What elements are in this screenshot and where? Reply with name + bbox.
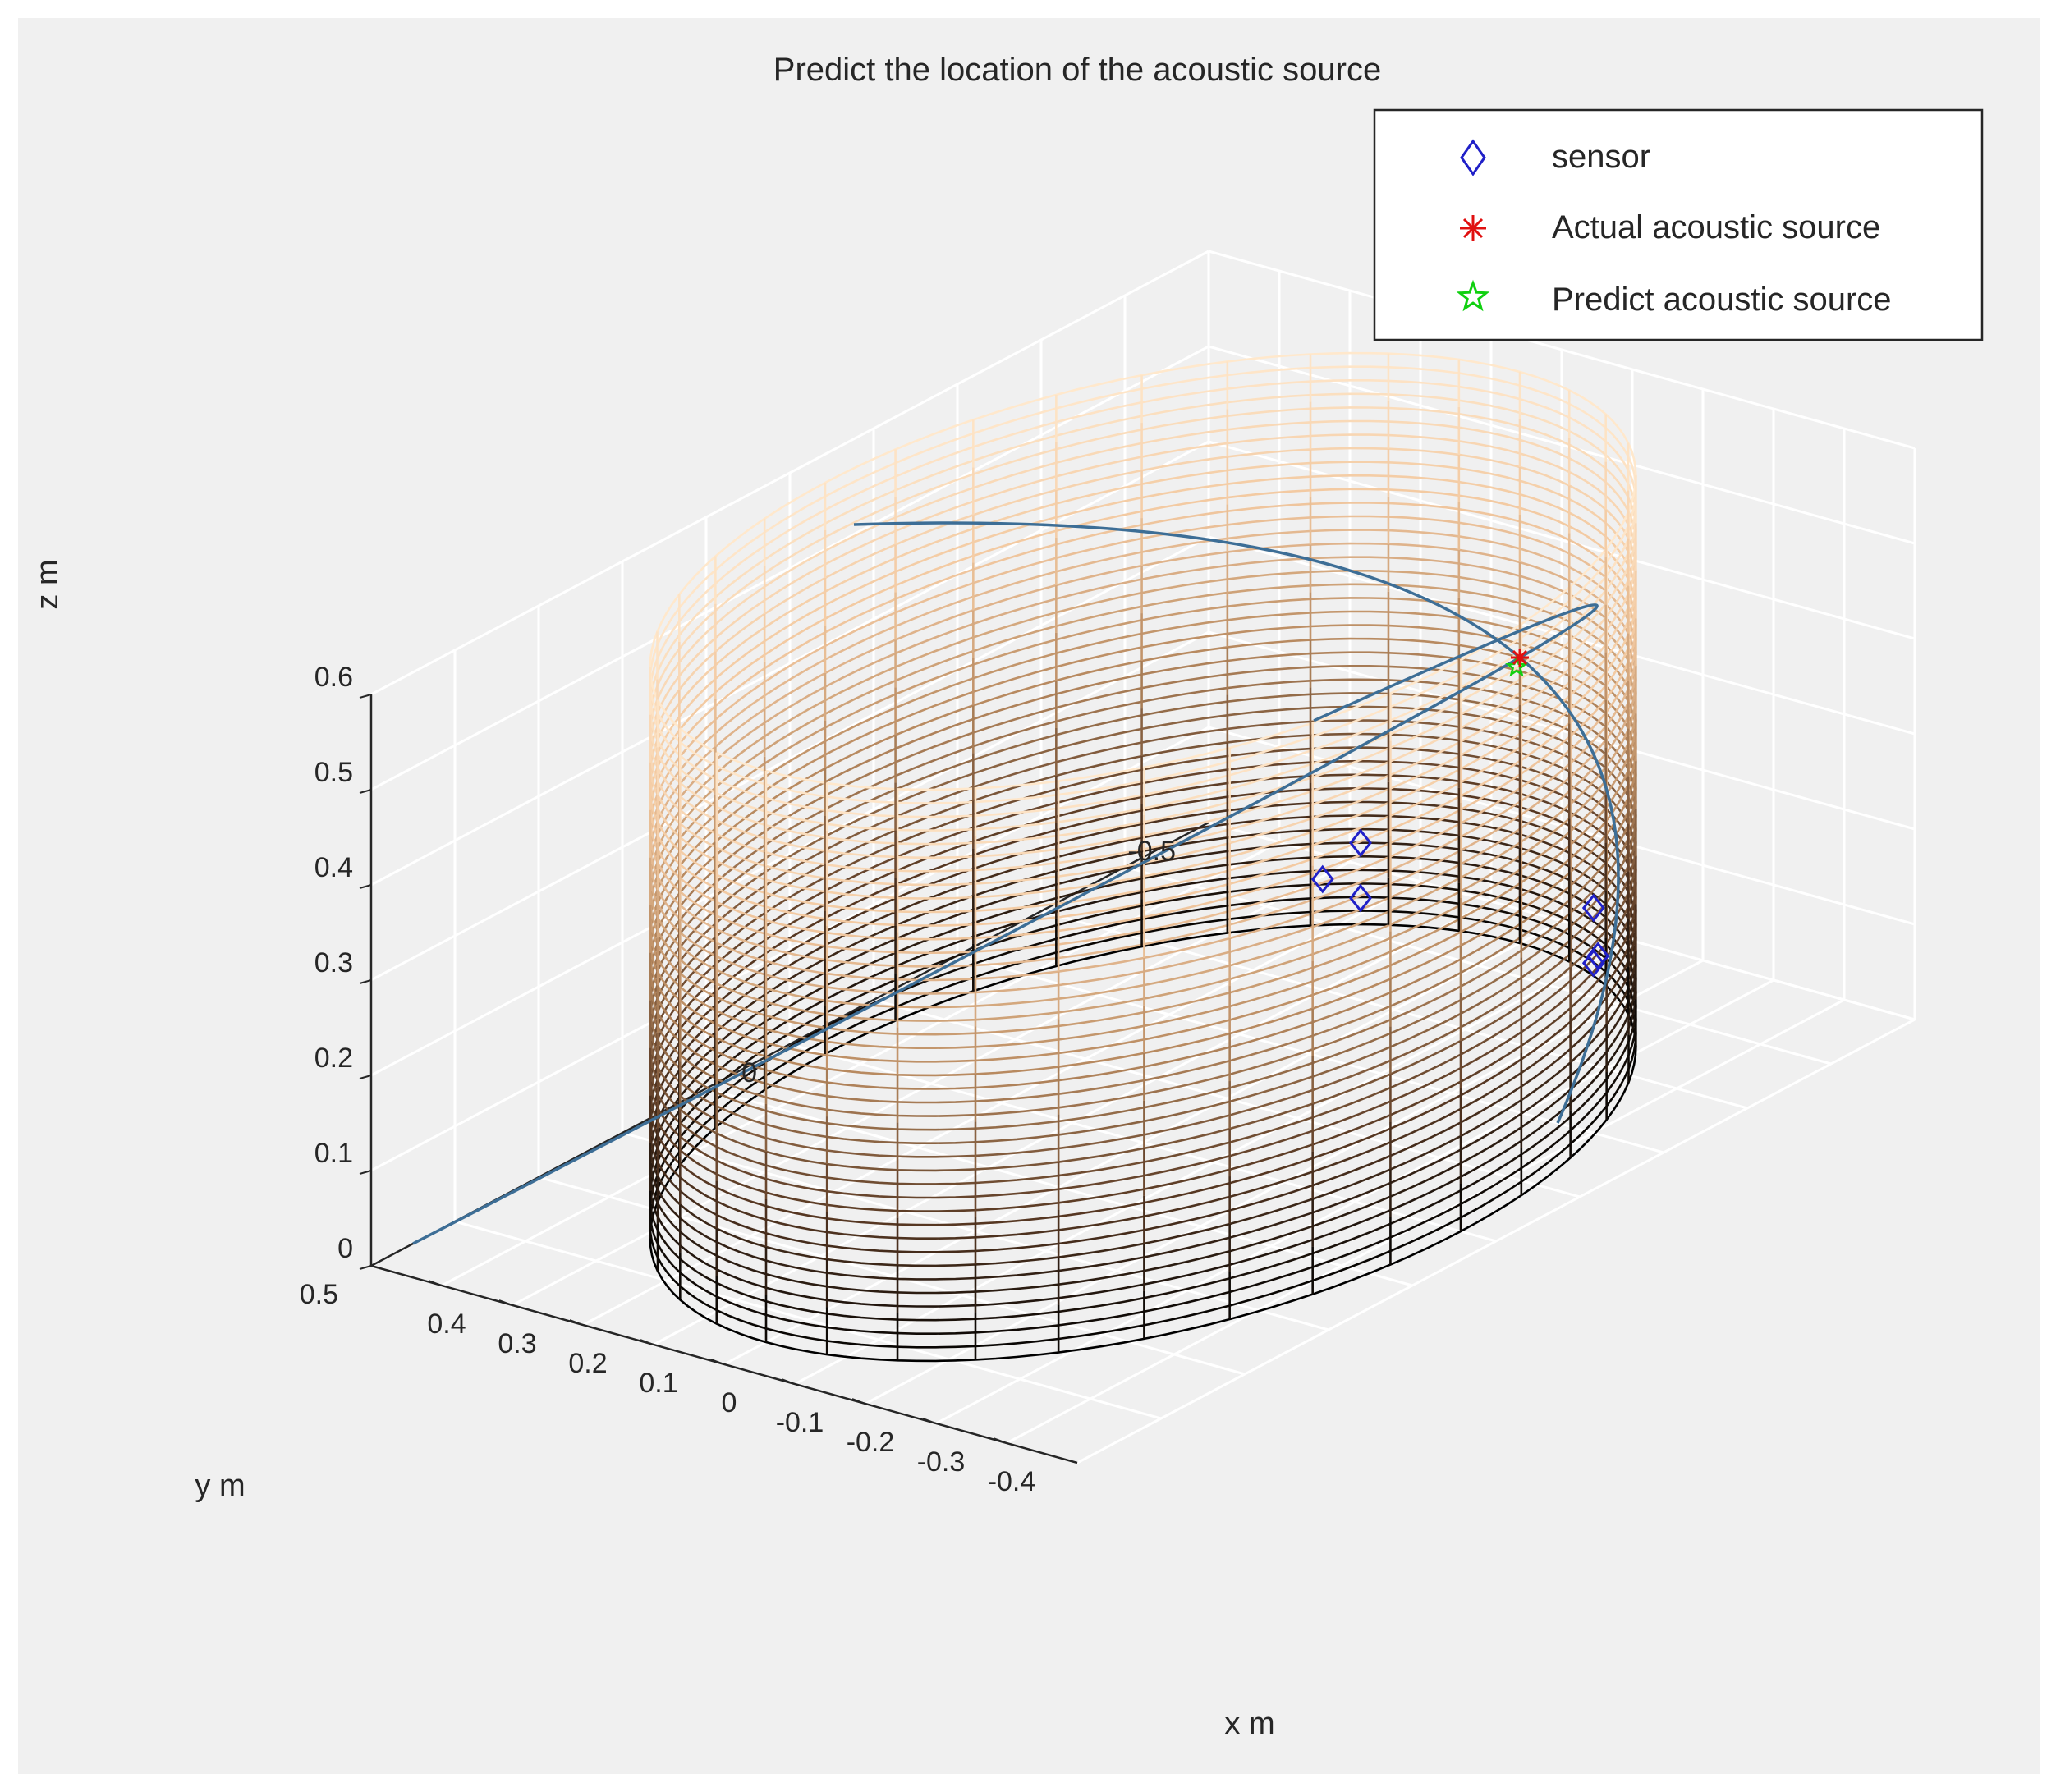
z-tick (359, 694, 372, 699)
legend-actual-marker (1460, 215, 1486, 241)
cylinder-wireframe (649, 351, 1637, 1363)
z-tick (359, 979, 372, 984)
x-tick-label: 0 (722, 1387, 737, 1418)
legend-predict-marker (1456, 279, 1490, 312)
x-tick (922, 1418, 937, 1424)
z-tick (359, 884, 372, 889)
asterisk-stroke (1512, 649, 1528, 666)
x-tick-label: -0.1 (776, 1407, 824, 1438)
legend-actual-label: Actual acoustic source (1552, 209, 1880, 245)
x-tick-label: -0.2 (847, 1427, 895, 1458)
predicted-source-marker (1505, 654, 1528, 677)
x-tick-label: 0.4 (427, 1308, 466, 1340)
x-tick-label: 0.3 (498, 1328, 536, 1359)
grid-line (653, 900, 1492, 1346)
y-axis-label: y m (195, 1469, 245, 1503)
x-tick-label: -0.3 (917, 1446, 966, 1478)
z-tick-label: 0.2 (314, 1043, 353, 1074)
z-tick (359, 789, 372, 794)
z-tick-label: 0.5 (314, 757, 353, 788)
x-tick-label: -0.4 (988, 1466, 1036, 1497)
sensor-marker (1581, 948, 1605, 978)
z-tick-label: 0.6 (314, 662, 353, 693)
x-tick (781, 1378, 796, 1385)
z-tick-label: 0 (337, 1233, 353, 1264)
z-tick (359, 1075, 372, 1079)
z-axis-label: z m (30, 559, 65, 609)
grid-line (1076, 1018, 1916, 1464)
z-tick-label: 0.4 (314, 852, 353, 883)
grid-line (582, 880, 1421, 1327)
sensor-marker (1349, 828, 1372, 858)
grid-line (441, 841, 1280, 1287)
x-tick (993, 1437, 1007, 1444)
chart-title: Predict the location of the acoustic sou… (773, 52, 1381, 88)
z-tick (359, 1170, 372, 1175)
x-tick-label: 0.2 (568, 1348, 607, 1379)
legend: sensor Actual acoustic source Predict ac… (1373, 108, 1984, 341)
x-tick (569, 1319, 584, 1326)
legend-sensor-marker (1460, 139, 1486, 176)
legend-sensor-label: sensor (1552, 139, 1650, 175)
actual-source-marker (1511, 649, 1529, 667)
plot-area: 0 0.1 0.2 0.3 0.4 0.5 0.6 -0.5 0 0.5 -0.4 -0.3 -0.2-… (30, 52, 1984, 1741)
x-axis-label: x m (1224, 1707, 1274, 1741)
x-tick (710, 1359, 725, 1365)
sensor-marker (1581, 893, 1605, 923)
x-tick (851, 1398, 866, 1405)
x-tick (640, 1339, 654, 1345)
y-tick-label: 0 (741, 1057, 757, 1088)
y-tick-label: 0.5 (300, 1279, 338, 1310)
x-tick (498, 1299, 513, 1306)
y-tick-label: -0.5 (1127, 836, 1176, 867)
z-tick-label: 0.1 (314, 1138, 353, 1169)
sensor-marker (1349, 883, 1372, 913)
tick-labels: 0 0.1 0.2 0.3 0.4 0.5 0.6 -0.5 0 0.5 -0.4 -0.3 -0.2-… (300, 662, 1176, 1497)
z-tick-label: 0.3 (314, 947, 353, 978)
x-tick (428, 1280, 443, 1286)
z-tick (359, 1265, 372, 1270)
legend-predict-label: Predict acoustic source (1552, 282, 1892, 318)
figure: 0 0.1 0.2 0.3 0.4 0.5 0.6 -0.5 0 0.5 -0.4 -0.3 -0.2-… (18, 18, 2040, 1774)
x-tick-label: 0.1 (639, 1368, 677, 1399)
sensor-marker (1310, 864, 1334, 894)
markers (1310, 649, 1610, 978)
grid-line (794, 939, 1633, 1386)
